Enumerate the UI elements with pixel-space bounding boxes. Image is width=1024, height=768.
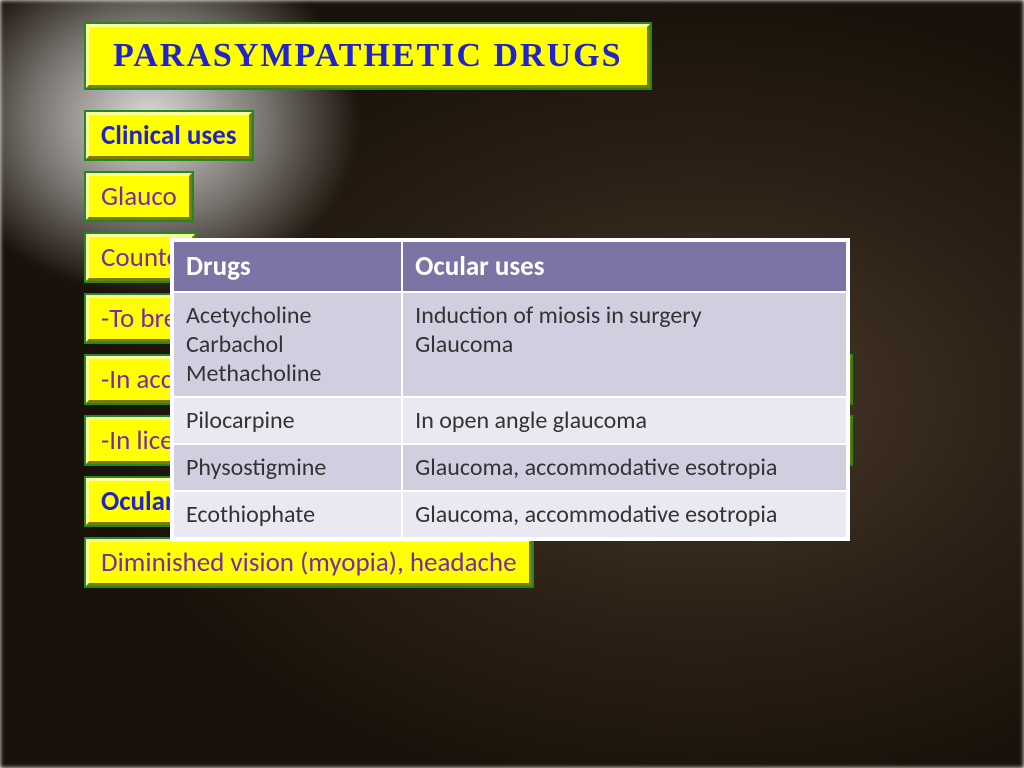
subtitle-text: Clinical uses: [101, 119, 237, 152]
table-header-row: Drugs Ocular uses: [173, 241, 847, 292]
line-2: Counte: [101, 241, 180, 274]
line-5: -In lice: [101, 424, 174, 457]
cell-drug: Physostigmine: [173, 444, 402, 491]
cell-drug: Ecothiophate: [173, 491, 402, 538]
line-box-1: Glauco: [86, 173, 192, 220]
cell-use: Glaucoma, accommodative esotropia: [402, 491, 847, 538]
cell-use: Glaucoma, accommodative esotropia: [402, 444, 847, 491]
table: Drugs Ocular uses Acetycholine Carbachol…: [172, 240, 848, 539]
cell-use: In open angle glaucoma: [402, 397, 847, 444]
title-box: PARASYMPATHETIC DRUGS: [86, 24, 650, 88]
table-row: PhysostigmineGlaucoma, accommodative eso…: [173, 444, 847, 491]
table-row: PilocarpineIn open angle glaucoma: [173, 397, 847, 444]
th-uses: Ocular uses: [402, 241, 847, 292]
title-text: PARASYMPATHETIC DRUGS: [113, 37, 623, 74]
subtitle-box: Clinical uses: [86, 112, 252, 159]
line-1: Glauco: [101, 180, 177, 213]
cell-drug: Acetycholine Carbachol Methacholine: [173, 292, 402, 397]
line-3: -To bre: [101, 302, 177, 335]
line-box-7: Diminished vision (myopia), headache: [86, 539, 532, 586]
th-drugs: Drugs: [173, 241, 402, 292]
table-row: Acetycholine Carbachol MethacholineInduc…: [173, 292, 847, 397]
drugs-table: Drugs Ocular uses Acetycholine Carbachol…: [170, 238, 850, 541]
table-row: EcothiophateGlaucoma, accommodative esot…: [173, 491, 847, 538]
cell-use: Induction of miosis in surgery Glaucoma: [402, 292, 847, 397]
cell-drug: Pilocarpine: [173, 397, 402, 444]
line-6: Ocular: [101, 485, 175, 518]
line-7: Diminished vision (myopia), headache: [101, 546, 517, 579]
line-4: -In acc: [101, 363, 172, 396]
